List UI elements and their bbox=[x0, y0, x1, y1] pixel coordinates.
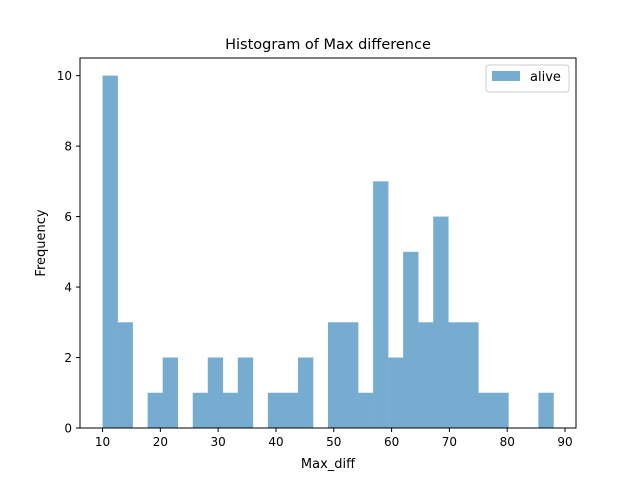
histogram-bar bbox=[433, 216, 449, 428]
chart-title: Histogram of Max difference bbox=[225, 37, 431, 53]
y-tick-label: 4 bbox=[64, 281, 72, 295]
histogram-bar bbox=[237, 357, 254, 428]
histogram-bar bbox=[403, 251, 419, 428]
legend-label: alive bbox=[530, 70, 561, 85]
x-tick-label: 10 bbox=[95, 435, 110, 449]
x-tick-label: 40 bbox=[268, 435, 283, 449]
histogram-bar bbox=[162, 357, 178, 428]
histogram-bars bbox=[102, 75, 554, 429]
y-tick-label: 2 bbox=[64, 351, 72, 365]
x-tick-label: 60 bbox=[384, 435, 399, 449]
histogram-bar bbox=[297, 357, 314, 428]
histogram-bar bbox=[117, 322, 133, 428]
legend: alive bbox=[485, 64, 570, 93]
histogram-bar bbox=[493, 392, 509, 428]
histogram-bar bbox=[147, 392, 163, 428]
x-tick-label: 80 bbox=[500, 435, 515, 449]
histogram-bar bbox=[343, 322, 359, 428]
histogram-bar bbox=[192, 392, 209, 428]
histogram-bar bbox=[418, 322, 434, 428]
y-tick-label: 6 bbox=[64, 210, 72, 224]
histogram-bar bbox=[267, 392, 284, 428]
x-tick-label: 70 bbox=[442, 435, 457, 449]
histogram-bar bbox=[102, 75, 118, 429]
histogram-bar bbox=[373, 181, 389, 428]
y-axis-label: Frequency bbox=[34, 209, 49, 276]
x-tick-label: 90 bbox=[557, 435, 572, 449]
histogram-bar bbox=[388, 357, 404, 428]
histogram-bar bbox=[282, 392, 299, 428]
histogram-bar bbox=[463, 322, 479, 428]
y-tick-label: 10 bbox=[57, 69, 72, 83]
histogram-bar bbox=[448, 322, 464, 428]
y-tick-label: 0 bbox=[64, 422, 72, 436]
histogram-bar bbox=[222, 392, 239, 428]
histogram-bar bbox=[358, 392, 374, 428]
histogram-bar bbox=[478, 392, 494, 428]
x-tick-label: 50 bbox=[326, 435, 341, 449]
y-axis-ticks: 0 2 4 6 8 10 bbox=[57, 69, 80, 436]
plot-frame bbox=[79, 57, 577, 429]
x-axis-ticks: 10 20 30 40 50 60 70 80 90 bbox=[95, 428, 573, 449]
x-tick-label: 30 bbox=[211, 435, 226, 449]
x-tick-label: 20 bbox=[153, 435, 168, 449]
histogram-bar bbox=[207, 357, 224, 428]
histogram-bar bbox=[538, 392, 554, 428]
x-axis-label: Max_diff bbox=[301, 457, 356, 472]
y-tick-label: 8 bbox=[64, 140, 72, 154]
legend-swatch bbox=[492, 71, 520, 81]
histogram-bar bbox=[328, 322, 344, 428]
